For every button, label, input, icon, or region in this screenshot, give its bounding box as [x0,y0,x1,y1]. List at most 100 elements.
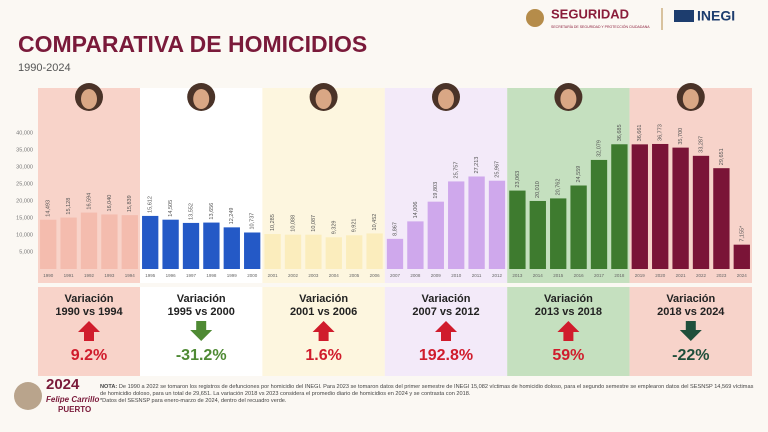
variation-range: 2007 vs 2012 [412,306,479,318]
x-tick-label: 1994 [125,273,136,278]
footnote: *Datos del SESNSP para enero-marzo de 20… [100,398,287,404]
bar [713,168,730,269]
bar [407,221,424,269]
x-tick-label: 1996 [166,273,177,278]
value-label: 36,773 [658,124,664,141]
value-label: 14,505 [168,200,174,217]
x-tick-label: 2012 [492,273,503,278]
footer-logo-portrait [14,382,42,410]
x-tick-label: 1991 [64,273,75,278]
value-label: 33,287 [698,136,704,153]
footer-logo-name: Felipe Carrillo [46,395,99,404]
variation-change: -31.2% [176,347,227,364]
y-tick-label: 30,000 [16,164,33,170]
marks [40,143,750,341]
bar [529,200,546,269]
x-tick-label: 2011 [472,273,482,278]
bar [590,159,608,269]
bar [509,190,526,269]
period-background [384,88,508,283]
value-label: 9,921 [352,219,358,233]
period-background [629,88,752,283]
value-label: 14,006 [413,202,419,219]
bar [631,144,648,269]
value-label: 29,651 [719,148,725,165]
period-background [140,88,263,283]
logo-emblem [526,9,544,27]
value-label: 24,559 [576,166,582,183]
variation-arrow [557,321,580,341]
value-label: 20,010 [535,181,541,198]
bar [162,219,179,269]
x-tick-label: 2015 [553,273,564,278]
x-tick-label: 2001 [268,273,279,278]
x-tick-label: 1993 [104,273,115,278]
portrait-face [560,89,577,109]
variation-arrow [312,321,335,341]
bar [733,244,750,269]
value-label: 25,757 [454,162,460,179]
bar [264,234,281,269]
bar [611,144,628,269]
y-tick-label: 25,000 [16,181,33,187]
variation-range: 2001 vs 2006 [290,306,357,318]
variation-arrow [78,321,100,341]
variation-change: 1.6% [305,347,341,364]
variation-title: Variación [65,293,114,305]
variation-change: 9.2% [71,347,107,364]
value-label: 13,552 [188,203,194,220]
bar [223,227,240,269]
x-tick-label: 2021 [676,273,687,278]
x-tick-label: 2016 [574,273,585,278]
variation-title: Variación [177,293,226,305]
variation-title: Variación [422,293,471,305]
x-tick-label: 1998 [206,273,217,278]
bar [427,201,444,269]
variation-title: Variación [299,293,348,305]
bar [60,217,77,269]
value-label: 16,040 [107,195,113,212]
bar [284,234,302,269]
variation-title: Variación [544,293,593,305]
value-label: 16,594 [86,193,92,210]
y-tick-label: 20,000 [16,198,33,204]
x-tick-label: 1995 [145,273,156,278]
value-label: 15,128 [66,198,72,215]
bar [468,176,485,269]
value-label: 13,656 [209,203,215,220]
logo-seguridad: SEGURIDAD [551,6,629,21]
value-label: 20,762 [556,179,562,196]
x-tick-label: 2000 [247,273,258,278]
value-label: 10,285 [270,214,276,231]
x-tick-label: 2014 [533,273,544,278]
variation-range: 1990 vs 1994 [55,306,123,318]
variation-arrow [190,321,213,341]
portrait-face [315,89,332,109]
x-tick-label: 2018 [614,273,625,278]
value-label: 35,700 [678,128,684,145]
x-tick-label: 2004 [329,273,340,278]
footer-note: NOTA: De 1990 a 2022 se tomaron los regi… [100,384,760,405]
bar [142,215,159,269]
variation-change: -22% [672,347,709,364]
chart-subtitle: 1990-2024 [18,62,71,74]
value-label: 10,452 [372,214,378,231]
bar [305,234,322,269]
value-label: 7,155* [739,225,745,242]
portrait-face [682,89,699,109]
portrait-face [81,89,97,109]
y-tick-label: 5,000 [19,249,33,255]
backgrounds [38,83,752,376]
logo-inegi-icon [674,10,694,22]
bar [40,219,57,269]
y-tick-label: 40,000 [16,130,33,136]
x-tick-label: 2009 [431,273,442,278]
bar [672,147,689,269]
y-tick-label: 35,000 [16,147,33,153]
variation-change: 192.8% [419,347,473,364]
value-label: 10,087 [311,215,317,232]
variation-title: Variación [666,293,715,305]
bar [80,212,98,269]
